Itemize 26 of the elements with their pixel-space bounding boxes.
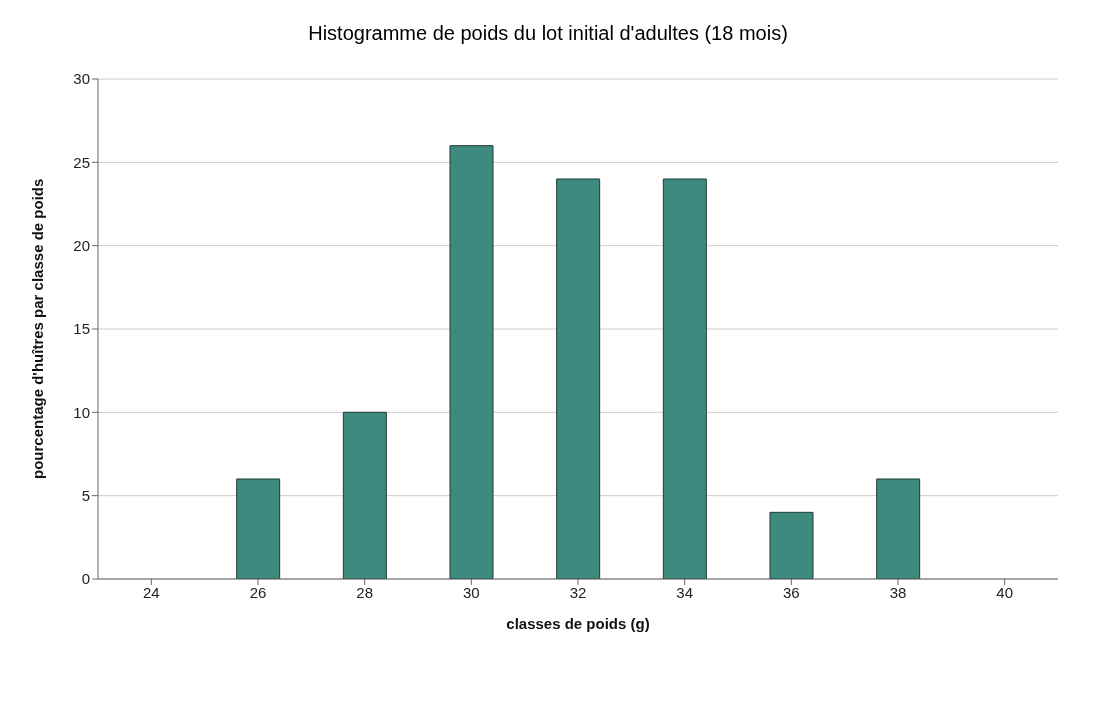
- y-tick-label: 15: [73, 320, 90, 338]
- chart-title: Histogramme de poids du lot initial d'adultes (18 mois): [307, 22, 789, 45]
- y-tick-label: 30: [73, 70, 90, 88]
- x-tick-label: 34: [676, 583, 694, 601]
- x-tick-label: 24: [142, 583, 160, 601]
- bar: [769, 511, 814, 579]
- bar: [342, 411, 387, 579]
- y-tick-label: 10: [73, 403, 90, 421]
- bar: [236, 478, 281, 579]
- x-tick-label: 36: [782, 583, 800, 601]
- x-tick-label: 40: [996, 583, 1014, 601]
- bar: [662, 178, 707, 579]
- y-tick-label: 5: [81, 486, 90, 504]
- bar: [876, 478, 921, 579]
- x-tick-label: 28: [356, 583, 374, 601]
- y-tick-label: 20: [73, 236, 90, 254]
- y-tick-label: 25: [73, 153, 90, 171]
- x-axis-title: classes de poids (g): [506, 615, 650, 632]
- y-axis-title: pourcentage d'huîtres par classe de poids: [29, 178, 47, 479]
- x-tick-label: 32: [569, 583, 587, 601]
- bar: [449, 145, 494, 579]
- x-tick-label: 30: [462, 583, 480, 601]
- x-tick-label: 38: [889, 583, 907, 601]
- y-tick-label: 0: [81, 570, 90, 588]
- x-tick-label: 26: [249, 583, 267, 601]
- bar: [556, 178, 601, 579]
